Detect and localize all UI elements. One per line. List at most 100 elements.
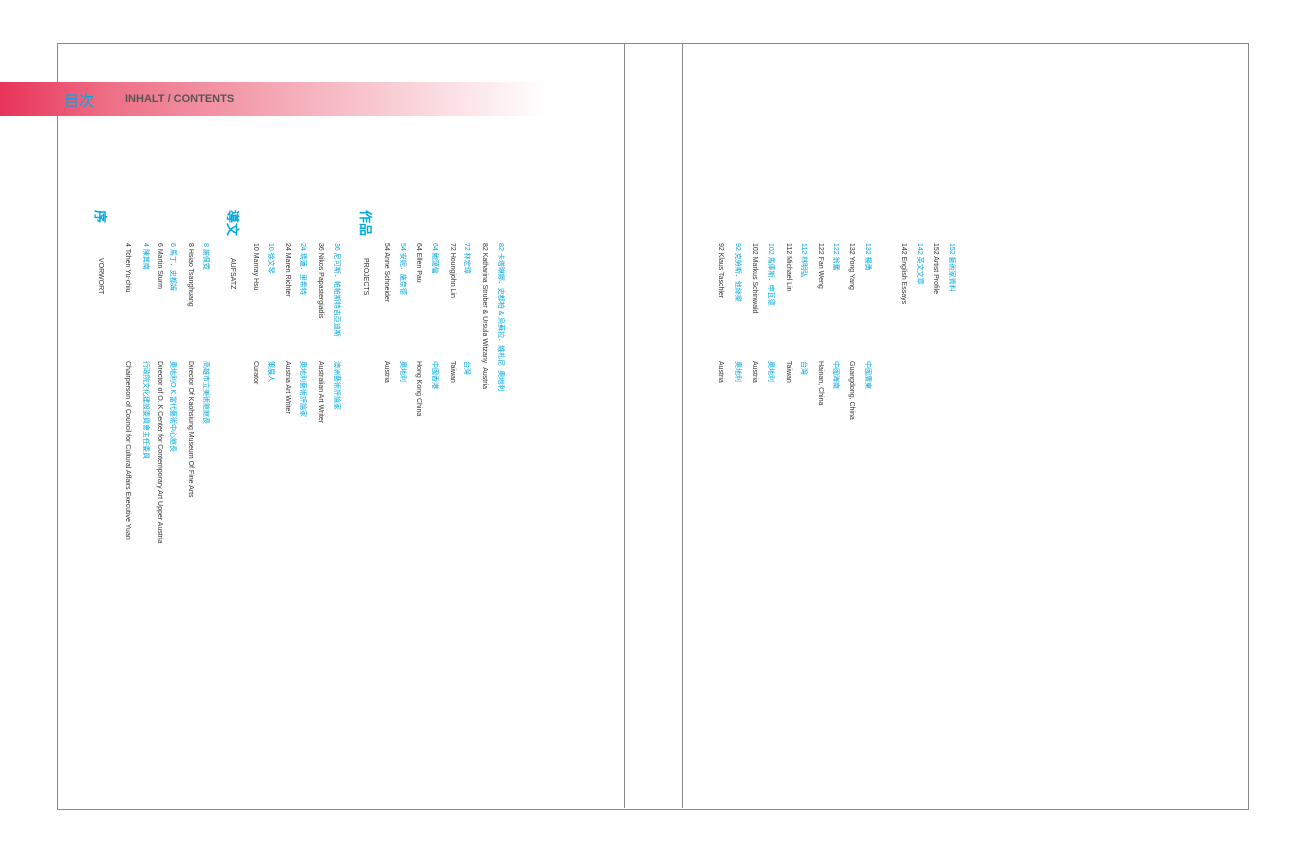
entry-line: 142 English Essays (899, 243, 908, 361)
entry-line: 24 瑪蓮．里希特奧地利藝術評論家 (298, 243, 307, 417)
entry-name: 4 Tchen Yu-chiu (124, 243, 131, 293)
section-subheading: PROJECTS (362, 258, 369, 296)
entry-role: Guangdong, China (848, 361, 855, 420)
entry-line: 112 林明弘台灣 (799, 243, 808, 375)
entry-name: 8 謝佩霓 (202, 243, 209, 270)
entry-name: 72 Houngjohn Lin (449, 243, 456, 298)
entry-role: Austria (717, 361, 724, 383)
entry-role: Austria (481, 367, 488, 390)
entry-role: 奧地利 (399, 361, 406, 382)
header-band (0, 82, 548, 116)
entry-line: 54 Anne Schneider Austria (382, 243, 391, 383)
entry-line: 132 Yong Yang Guangdong, China (847, 243, 856, 420)
entry-name: 54 Anne Schneider (383, 243, 390, 303)
entry-name: 82 Katharina Struber & Ursula Witzany (481, 243, 488, 364)
entry-name: 152 Artist Profile (932, 243, 939, 294)
entry-line: 6 Martin Sturm Director of O. K Center fo… (155, 243, 164, 543)
entry-line: 36 Nikos Papastergiadis Australian Art Wr… (316, 243, 325, 423)
entry-name: 152 藝術家資料 (948, 243, 955, 292)
entry-role: Director of O. K Center for Contemporary… (156, 361, 163, 544)
entry-line: 142 英文文章 (915, 243, 924, 361)
entry-name: 36 尼可斯．帕帕斯特吉亞迪斯 (333, 243, 340, 337)
entry-line: 82 卡塔琳娜．史都柏 & 烏蘇拉．維札尼奧地利 (496, 243, 505, 391)
entry-line: 64 鮑藹倫中國香港 (430, 243, 439, 389)
entry-role: Hong Kong China (415, 361, 422, 417)
entry-role: Austria (751, 361, 758, 383)
entry-line: 92 克勞斯．他絲樂奧地利 (733, 243, 742, 382)
entry-line: 102 馬庫斯．申瓦德奧地利 (766, 243, 775, 382)
entry-line: 92 Klaus Taschler Austria (716, 243, 725, 383)
entry-role: 中國廣東 (864, 361, 871, 389)
entry-name: 82 卡塔琳娜．史都柏 & 烏蘇拉．維札尼 (497, 243, 504, 367)
entry-line: 122 翁奮中國海南 (831, 243, 840, 389)
entry-name: 24 Maren Richter (284, 243, 291, 297)
entry-role: 中國海南 (832, 361, 839, 389)
entry-name: 112 林明弘 (800, 243, 807, 278)
entry-role: Austria Art Writer (284, 361, 291, 414)
entry-name: 132 楊勇 (864, 243, 871, 271)
entry-role: 奧地利 (497, 370, 504, 392)
entry-role: Australian Art Writer (317, 361, 324, 424)
entry-line: 10 Manray Hsu Curator (251, 243, 260, 384)
entry-role: 奧地利 (734, 361, 741, 382)
entry-line: 54 安妮．施奈德奧地利 (398, 243, 407, 382)
entry-name: 4 陳其南 (142, 243, 149, 270)
entry-name: 6 馬丁．史都姆 (169, 243, 176, 291)
entry-line: 8 Hsiao Tsanghuang Director Of Kaohsiung … (186, 243, 195, 498)
entry-name: 64 鮑藹倫 (431, 243, 438, 274)
entry-name: 142 英文文章 (916, 243, 923, 285)
entry-role: Taiwan (449, 361, 456, 383)
entry-role: 策展人 (267, 361, 274, 382)
page-frame (57, 43, 1249, 810)
entry-line: 82 Katharina Struber & Ursula Witzany Aus… (480, 243, 489, 389)
entry-line: 152 Artist Profile (931, 243, 940, 361)
entry-role: 行政院文化建設委員會主任委員 (142, 361, 149, 459)
entry-role: Austria (383, 361, 390, 383)
entry-name: 132 Yong Yang (848, 243, 855, 290)
entry-line: 4 Tchen Yu-chiu Chairperson of Council fo… (123, 243, 132, 540)
title-en: INHALT / CONTENTS (125, 93, 235, 105)
entry-name: 10 Manray Hsu (252, 243, 259, 291)
entry-line: 10 徐文琴策展人 (266, 243, 275, 382)
entry-name: 72 林宏璋 (463, 243, 470, 274)
entry-role: Chairperson of Council for Cultural Affa… (124, 361, 131, 540)
entry-line: 72 Houngjohn Lin Taiwan (448, 243, 457, 383)
entry-role: Hainan, China (817, 361, 824, 406)
entry-name: 92 Klaus Taschler (717, 243, 724, 299)
entry-name: 112 Michael Lin (785, 243, 792, 292)
entry-role: Director Of Kaohsiung Museum Of Fine Art… (187, 361, 194, 498)
entry-line: 64 Ellen Pau Hong Kong China (414, 243, 423, 416)
entry-role: 台灣 (463, 361, 470, 375)
section-subheading: AUFSATZ (229, 258, 236, 290)
entry-name: 6 Martin Sturm (156, 243, 163, 289)
entry-name: 122 翁奮 (832, 243, 839, 271)
entry-name: 36 Nikos Papastergiadis (317, 243, 324, 319)
entry-line: 122 Fan Weng Hainan, China (816, 243, 825, 405)
entry-role: 奧地利 (767, 361, 774, 382)
entry-name: 10 徐文琴 (267, 243, 274, 274)
entry-name: 102 Markus Schinwald (751, 243, 758, 314)
entry-role: 高雄市立美術館館長 (202, 361, 209, 424)
entry-line: 6 馬丁．史都姆奧地利O.K.當代藝術中心館長 (168, 243, 177, 452)
entry-name: 64 Ellen Pau (415, 243, 422, 283)
entry-name: 102 馬庫斯．申瓦德 (767, 243, 774, 306)
gutter (624, 43, 683, 808)
entry-line: 36 尼可斯．帕帕斯特吉亞迪斯澳洲藝術評論家 (332, 243, 341, 410)
entry-line: 112 Michael Lin Taiwan (784, 243, 793, 383)
entry-line: 72 林宏璋台灣 (462, 243, 471, 375)
entry-line: 102 Markus Schinwald Austria (750, 243, 759, 383)
entry-name: 8 Hsiao Tsanghuang (187, 243, 194, 307)
section-subheading: VORWORT (97, 258, 104, 295)
entry-role: 中國香港 (431, 361, 438, 389)
entry-role: 奧地利藝術評論家 (299, 361, 306, 417)
entry-name: 142 English Essays (900, 243, 907, 305)
entry-name: 122 Fan Weng (817, 243, 824, 289)
title-zh: 目次 (64, 93, 95, 110)
entry-line: 132 楊勇中國廣東 (863, 243, 872, 389)
entry-line: 8 謝佩霓高雄市立美術館館長 (201, 243, 210, 424)
entry-role: 奧地利O.K.當代藝術中心館長 (169, 361, 176, 453)
entry-line: 4 陳其南行政院文化建設委員會主任委員 (141, 243, 150, 459)
entry-role: 澳洲藝術評論家 (333, 361, 340, 410)
section-heading: 作品 (358, 210, 373, 237)
